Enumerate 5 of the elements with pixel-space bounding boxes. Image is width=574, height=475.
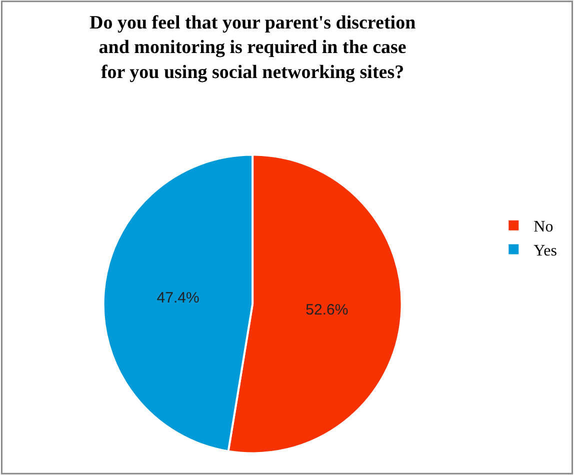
legend-label: No	[534, 218, 554, 236]
data-label: 47.4%	[156, 289, 200, 306]
data-label: 52.6%	[306, 302, 348, 319]
chart-title: Do you feel that your parent's discretion and monitoring is required in the case for you using social networking sites?	[89, 12, 416, 83]
legend-label: Yes	[534, 242, 557, 260]
